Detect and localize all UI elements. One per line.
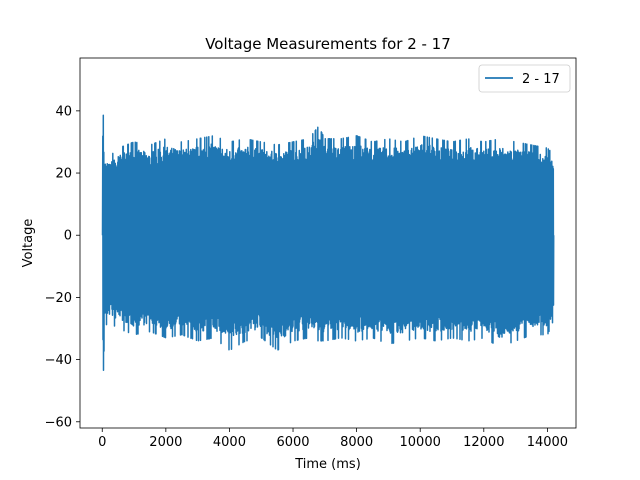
plot-area	[79, 57, 577, 429]
data-layer	[101, 114, 555, 372]
x-tick-label: 8000	[340, 435, 373, 450]
x-tick-label: 0	[98, 435, 106, 450]
x-tick-label: 2000	[149, 435, 182, 450]
x-tick-label: 6000	[276, 435, 309, 450]
y-axis-title: Voltage	[21, 219, 36, 268]
x-tick-label: 4000	[213, 435, 246, 450]
legend-label: 2 - 17	[522, 72, 560, 87]
y-tick-label: −40	[45, 353, 72, 368]
x-axis: 0 2000 4000 6000 8000 10000 12000 14000	[98, 428, 568, 450]
x-axis-title: Time (ms)	[294, 457, 361, 472]
x-tick-label: 10000	[400, 435, 441, 450]
legend-box	[478, 64, 571, 93]
plot-frame	[79, 57, 577, 429]
x-tick-label: 12000	[463, 435, 504, 450]
y-tick-label: 20	[55, 167, 72, 182]
chart-title: Voltage Measurements for 2 - 17	[205, 35, 451, 53]
y-tick-label: 0	[64, 229, 72, 244]
legend: 2 - 17	[478, 64, 571, 93]
series-line-2-17	[101, 114, 555, 372]
y-tick-label: −60	[45, 415, 72, 430]
y-tick-label: −20	[45, 291, 72, 306]
y-axis: −60 −40 −20 0 20 40	[45, 104, 80, 430]
y-tick-label: 40	[55, 104, 72, 119]
x-tick-label: 14000	[527, 435, 568, 450]
